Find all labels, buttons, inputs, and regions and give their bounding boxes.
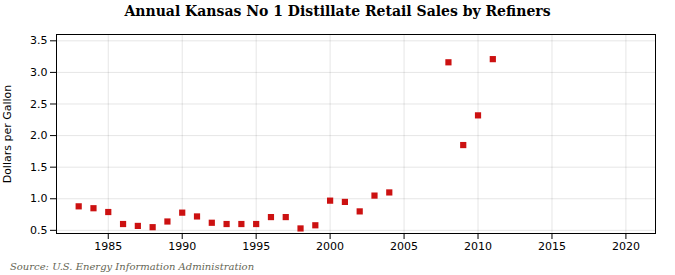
html-text:Source: U.S. Energy Informatio: Source: U.S. Energy Information Administ… (10, 261, 255, 272)
svg-text:1.5: 1.5 (30, 161, 48, 174)
svg-text:2010: 2010 (464, 240, 492, 253)
svg-text:2000: 2000 (316, 240, 344, 253)
svg-text:Dollars per Gallon: Dollars per Gallon (1, 85, 14, 184)
svg-text:1995: 1995 (242, 240, 270, 253)
svg-text:2.5: 2.5 (30, 98, 48, 111)
svg-text:0.5: 0.5 (30, 224, 48, 237)
svg-text:2020: 2020 (612, 240, 640, 253)
svg-text:1.0: 1.0 (30, 192, 48, 205)
svg-text:2.0: 2.0 (30, 129, 48, 142)
svg-text:1985: 1985 (94, 240, 122, 253)
html-text:Annual Kansas No 1 Distillate: Annual Kansas No 1 Distillate Retail Sal… (124, 3, 551, 19)
svg-text:1990: 1990 (168, 240, 196, 253)
svg-text:3.0: 3.0 (30, 66, 48, 79)
svg-text:2015: 2015 (538, 240, 566, 253)
svg-text:2005: 2005 (390, 240, 418, 253)
svg-text:3.5: 3.5 (30, 34, 48, 47)
